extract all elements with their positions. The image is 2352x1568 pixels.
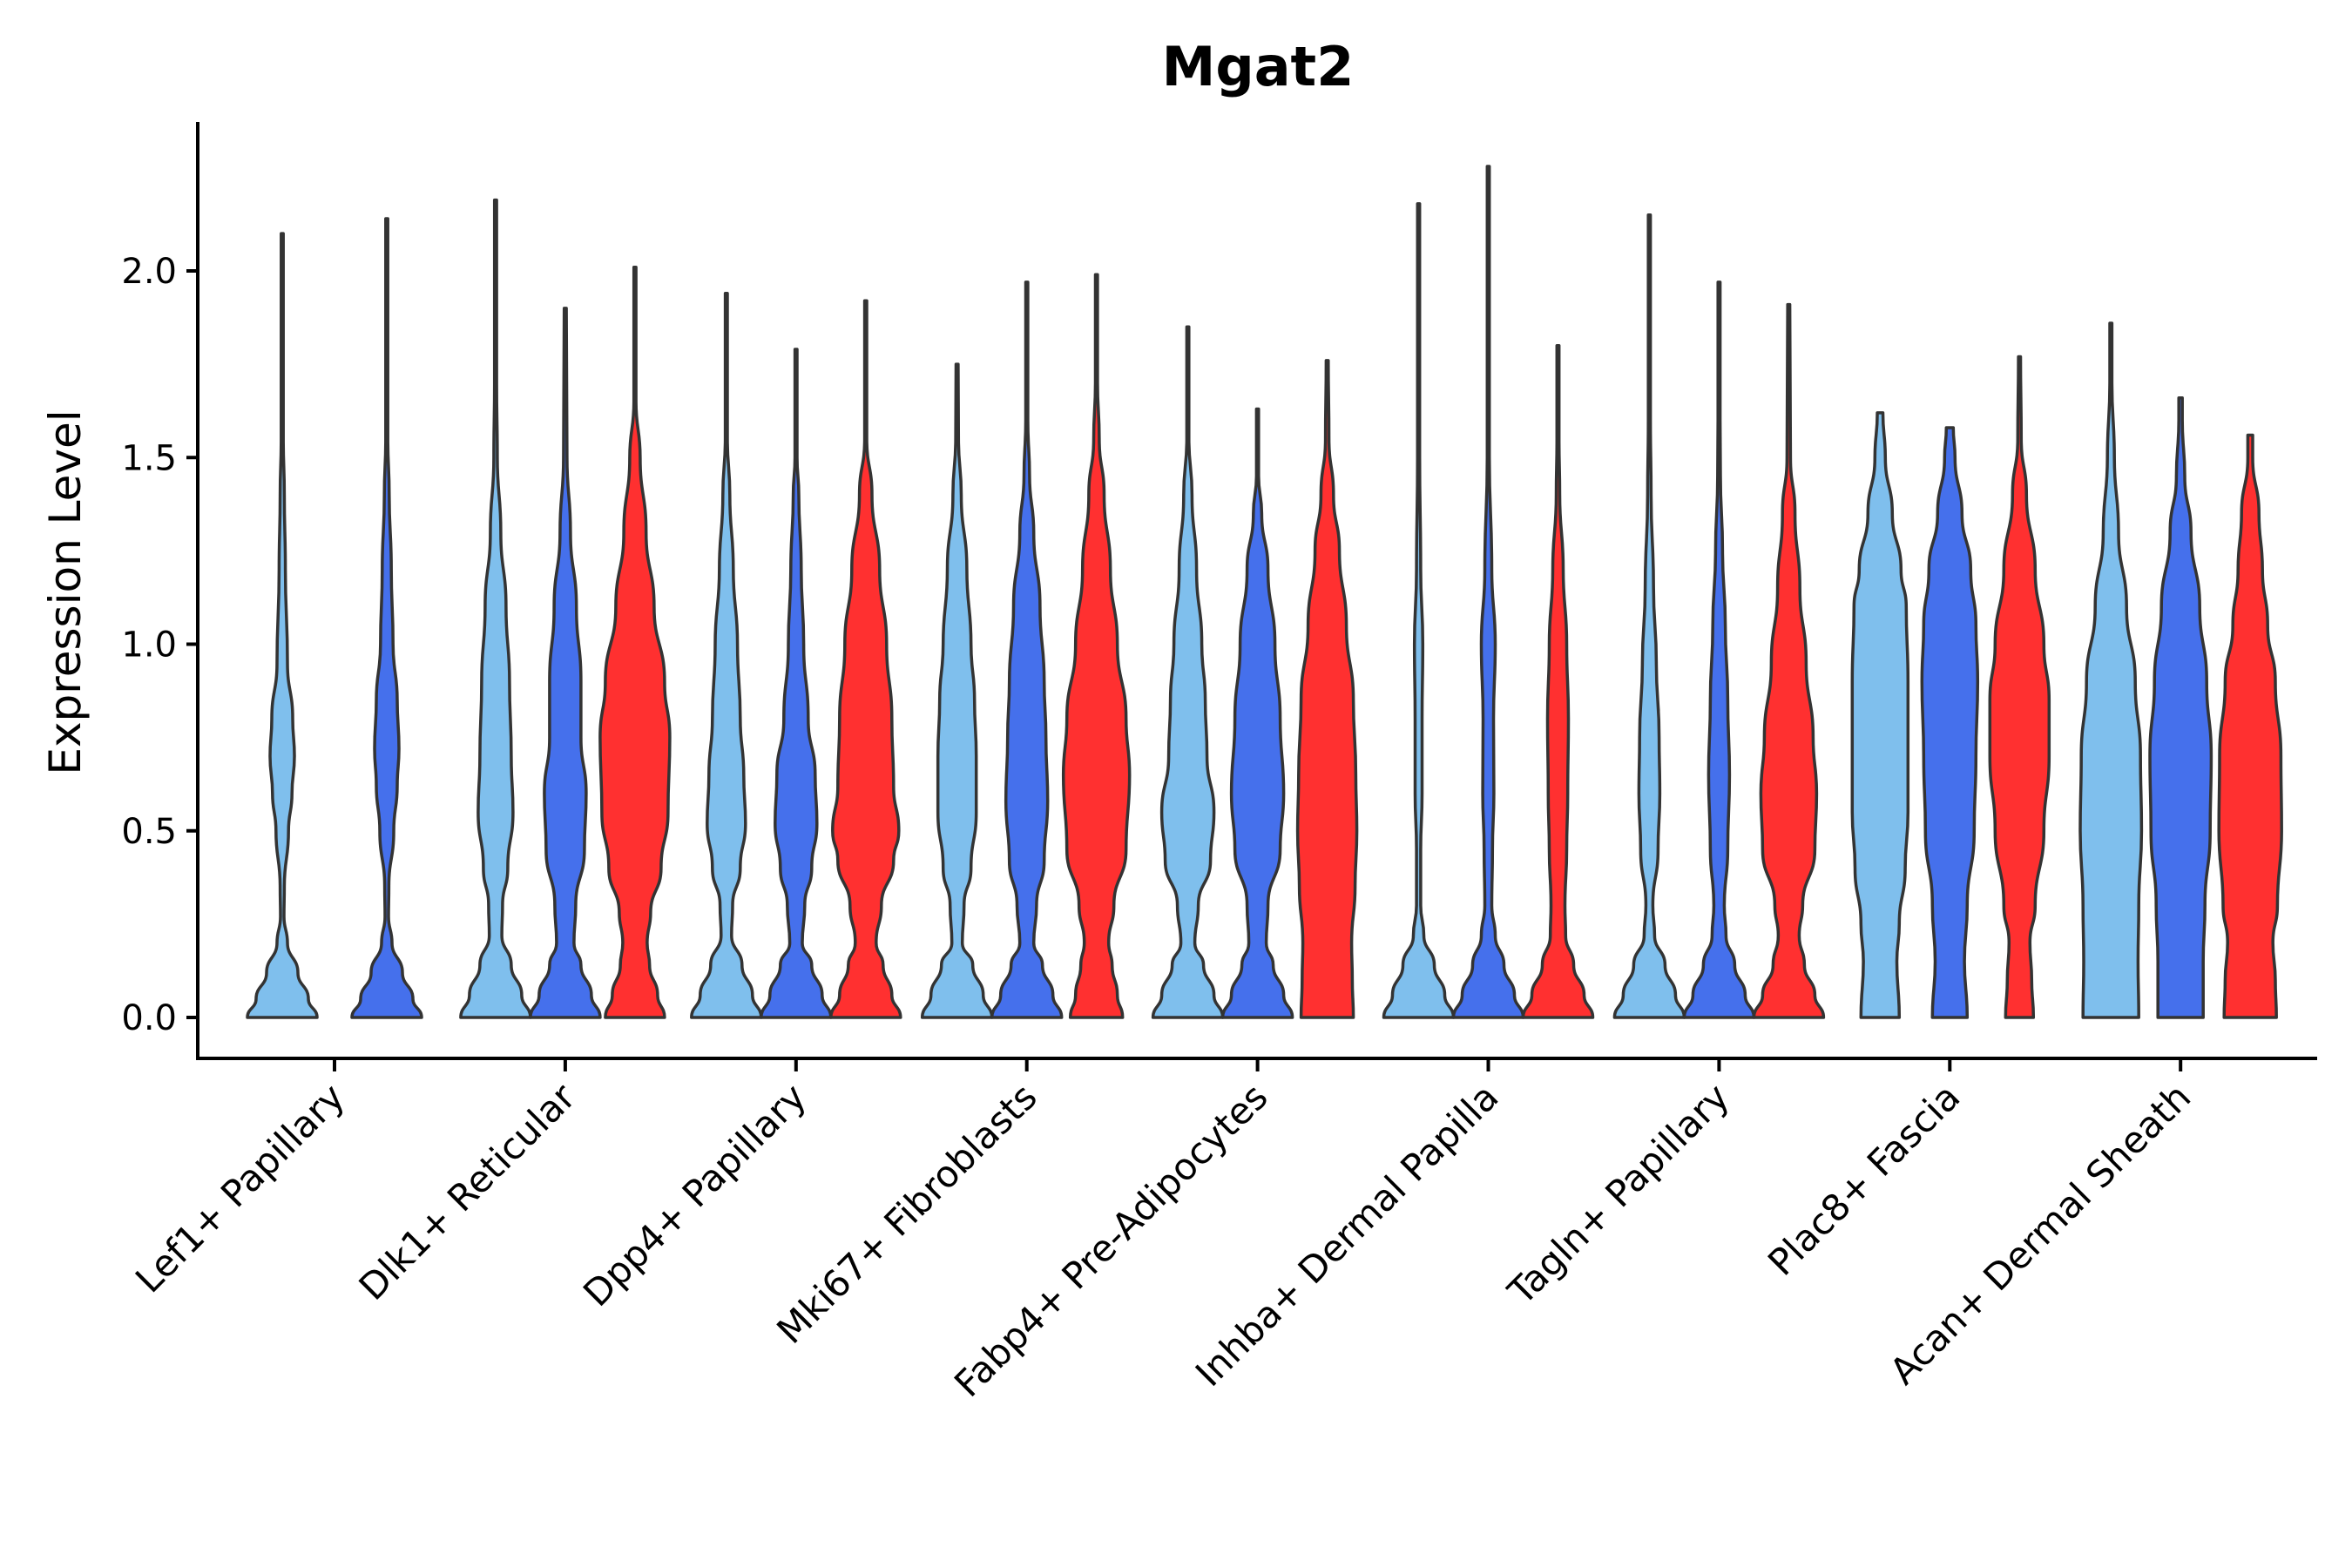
- violin-group1: [459, 198, 532, 1019]
- violin-group3: [1061, 273, 1132, 1019]
- x-tick-label: Lef1+ Papillary: [127, 1075, 353, 1301]
- chart-title: Mgat2: [1162, 35, 1355, 98]
- violin-group3: [1752, 302, 1826, 1019]
- violins-layer: [246, 165, 2283, 1019]
- x-tick-label: Tagln+ Papillary: [1499, 1075, 1737, 1313]
- x-tick-label: Mki67+ Fibroblasts: [768, 1075, 1044, 1351]
- violin-group3: [1295, 359, 1359, 1019]
- violin-group1: [690, 291, 763, 1019]
- violin-group2: [529, 307, 602, 1019]
- violin-group3: [598, 265, 672, 1019]
- y-axis-label: Expression Level: [40, 409, 91, 774]
- violin-group1: [1151, 325, 1225, 1019]
- violin-group2: [760, 348, 833, 1019]
- violin-group2: [1920, 426, 1980, 1019]
- violin-group1: [1612, 213, 1686, 1019]
- violin-group2: [350, 217, 423, 1019]
- violin-group1: [246, 232, 319, 1019]
- violin-group3: [829, 299, 902, 1019]
- y-ticks: 0.0 0.5 1.0 1.5 2.0: [121, 252, 198, 1038]
- violin-group3: [1988, 355, 2051, 1019]
- violin-group2: [2148, 395, 2213, 1019]
- x-tick-label: Plac8+ Fascia: [1760, 1075, 1968, 1283]
- y-tick-label: 0.0: [121, 998, 177, 1038]
- x-tick-label: Dlk1+ Reticular: [350, 1075, 584, 1308]
- violin-group1: [2078, 321, 2144, 1019]
- violin-group2: [990, 280, 1064, 1019]
- violin-group2: [1451, 165, 1525, 1019]
- violin-group1: [1382, 202, 1456, 1019]
- violin-group2: [1682, 280, 1756, 1019]
- violin-group3: [1521, 343, 1595, 1019]
- y-tick-label: 0.5: [121, 812, 177, 852]
- violin-group1: [920, 362, 994, 1019]
- violin-group3: [2217, 433, 2283, 1019]
- y-tick-label: 1.5: [121, 438, 177, 478]
- y-tick-label: 2.0: [121, 252, 177, 292]
- violin-group1: [1850, 411, 1910, 1019]
- violin-group2: [1220, 407, 1294, 1019]
- x-tick-label: Dpp4+ Papillary: [575, 1075, 814, 1315]
- y-tick-label: 1.0: [121, 625, 177, 666]
